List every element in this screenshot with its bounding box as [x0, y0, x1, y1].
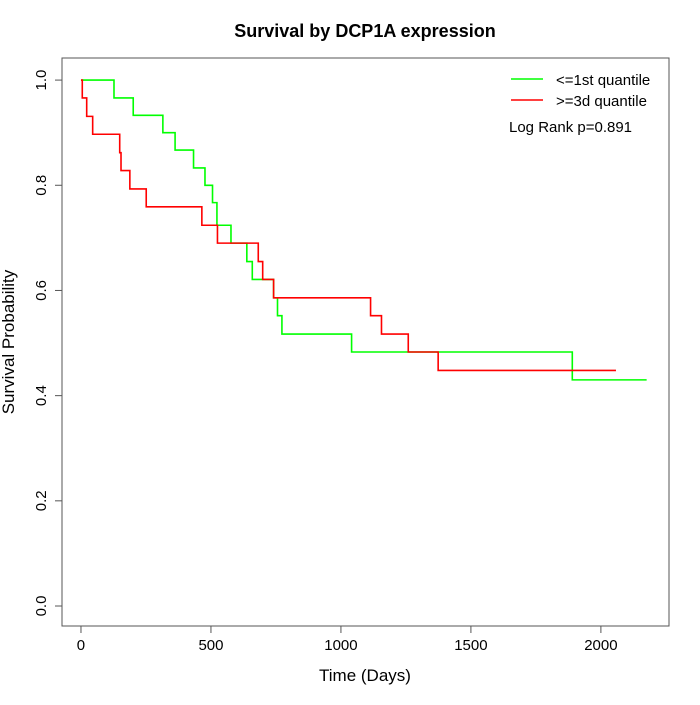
y-tick-label: 0.4 [33, 385, 50, 406]
x-tick-label: 1500 [454, 637, 487, 654]
y-tick-label: 0.8 [33, 175, 50, 196]
x-axis-label: Time (Days) [319, 666, 411, 685]
survival-curve-low [80, 79, 647, 381]
chart-title: Survival by DCP1A expression [234, 21, 495, 41]
y-axis: 0.0 0.2 0.4 0.6 0.8 1.0 [33, 70, 63, 617]
x-axis: 0 500 1000 1500 2000 [77, 625, 618, 654]
y-axis-label: Survival Probability [0, 269, 18, 414]
survival-curves [80, 79, 647, 381]
x-tick-label: 0 [77, 637, 85, 654]
log-rank-annotation: Log Rank p=0.891 [509, 119, 632, 136]
legend: <=1st quantile >=3d quantile Log Rank p=… [509, 72, 650, 136]
y-tick-label: 0.2 [33, 490, 50, 511]
y-tick-label: 0.0 [33, 596, 50, 617]
y-tick-label: 0.6 [33, 280, 50, 301]
legend-label-low: <=1st quantile [556, 72, 650, 89]
x-tick-label: 500 [198, 637, 223, 654]
plot-frame [61, 57, 670, 627]
survival-curve-high [80, 79, 616, 372]
x-tick-label: 1000 [324, 637, 357, 654]
y-tick-label: 1.0 [33, 70, 50, 91]
legend-label-high: >=3d quantile [556, 93, 647, 110]
x-tick-label: 2000 [584, 637, 617, 654]
